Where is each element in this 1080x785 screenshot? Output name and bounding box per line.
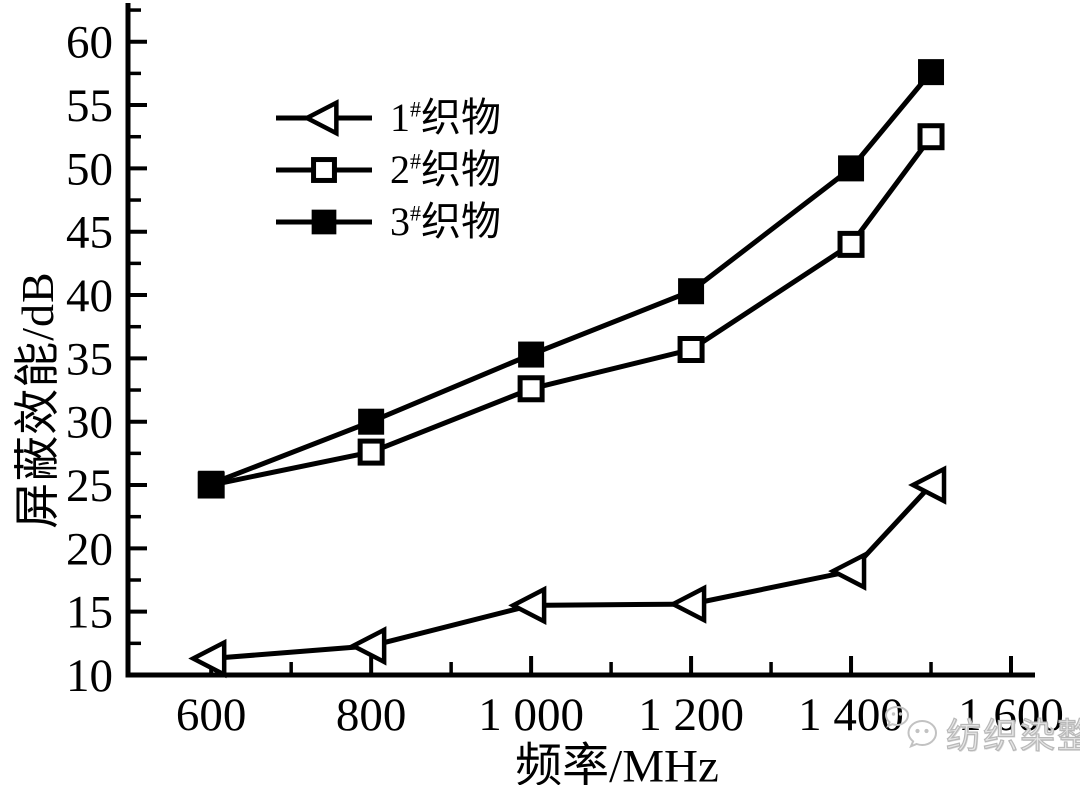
y-tick-label: 40 [66,270,113,322]
legend-series-text: 织物 [421,147,501,192]
x-axis-title: 频率/MHz [515,740,719,785]
legend-series-text: 织物 [421,199,501,244]
marker-open-triangle-left-icon [301,99,339,137]
legend-item-fabric-1: 1#织物 [276,92,501,144]
legend-label-fabric-1: 1#织物 [390,98,501,138]
y-tick-label: 35 [66,333,113,385]
y-tick-label: 15 [66,587,113,639]
marker-open-triangle-left-icon [348,626,387,666]
y-tick-label: 50 [66,143,113,195]
legend-item-fabric-2: 2#织物 [276,144,501,196]
watermark: 纺织染整 [884,706,1080,760]
x-tick-label: 1 200 [638,689,744,741]
marker-open-triangle-left-icon [828,551,867,591]
legend-series-text: 织物 [421,95,501,140]
legend-open-triangle-left-icon [276,99,372,137]
marker-filled-square-icon [918,59,945,86]
watermark-text: 纺织染整 [945,716,1080,756]
x-tick-label: 600 [176,689,247,741]
marker-filled-square-icon [838,155,865,182]
marker-open-square-icon [837,230,865,258]
marker-open-square-icon [677,335,705,363]
legend-series-sup: # [410,96,421,122]
marker-open-square-icon [917,123,945,151]
legend-series-sup: # [410,200,421,226]
x-tick-label: 1 000 [478,689,584,741]
legend-filled-square-icon [276,209,372,235]
y-tick-label: 30 [66,397,113,449]
marker-open-square-icon [357,438,385,466]
y-tick-label: 25 [66,460,113,512]
series-line-2 [210,135,934,488]
y-tick-label: 20 [66,523,113,575]
legend: 1#织物 2#织物 3#织物 [276,92,501,248]
series-line-1 [210,483,933,662]
marker-open-triangle-left-icon [908,465,947,505]
y-tick-label: 55 [66,80,113,132]
legend-label-fabric-3: 3#织物 [390,202,501,242]
legend-series-number: 2 [390,147,410,192]
marker-filled-square-icon [198,470,225,497]
marker-open-triangle-left-icon [188,638,227,679]
legend-item-fabric-3: 3#织物 [276,196,501,248]
y-axis-title: 屏蔽效能/dB [12,271,63,529]
legend-series-sup: # [410,148,421,174]
legend-series-number: 1 [390,95,410,140]
legend-open-square-icon [276,157,372,183]
x-tick-label: 800 [336,689,407,741]
marker-open-square-icon [311,157,337,183]
marker-filled-square-icon [518,341,545,368]
marker-open-triangle-left-icon [668,584,707,624]
marker-open-square-icon [517,375,545,403]
y-tick-label: 60 [66,17,113,69]
marker-filled-square-icon [678,278,705,305]
marker-filled-square-icon [358,408,385,435]
x-tick-label: 1 600 [958,689,1064,741]
series-line-3 [210,70,933,487]
wechat-bubbles-icon [884,706,938,749]
y-tick-label: 45 [66,207,113,259]
marker-filled-square-icon [311,209,337,235]
legend-label-fabric-2: 2#织物 [390,150,501,190]
legend-series-number: 3 [390,199,410,244]
marker-open-triangle-left-icon [508,585,547,626]
y-tick-label: 10 [66,650,113,702]
